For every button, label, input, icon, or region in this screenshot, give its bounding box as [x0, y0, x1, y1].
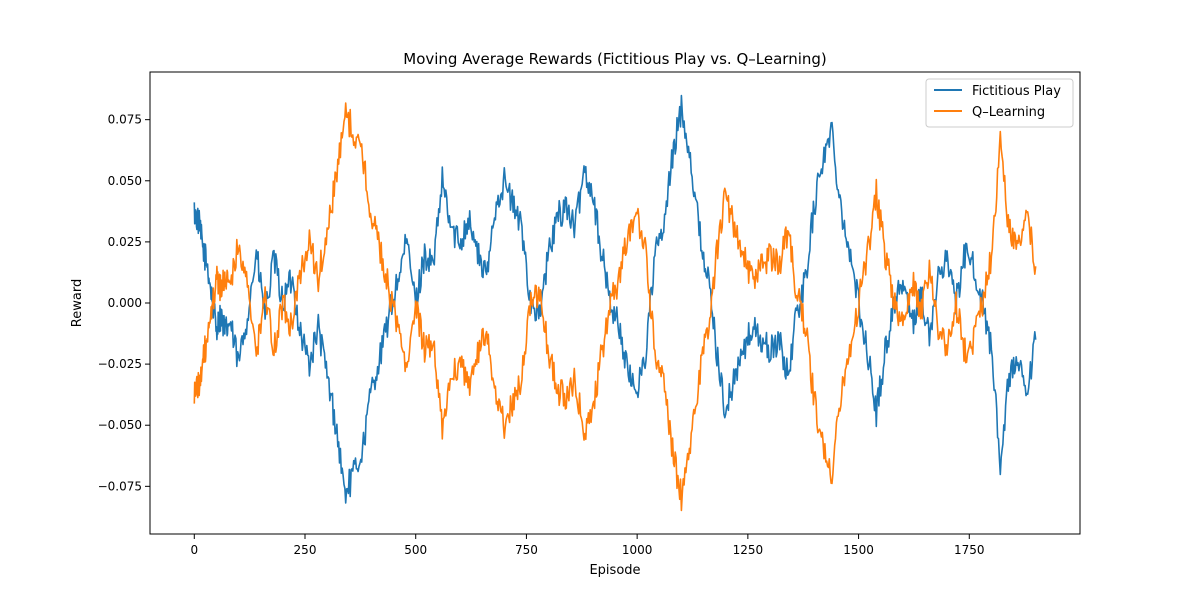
x-axis: 0 250 500 750 1000 1250 1500 1750: [190, 534, 985, 557]
y-tick-label: 0.075: [108, 113, 142, 127]
y-tick-label: −0.050: [98, 418, 142, 432]
x-tick-label: 1750: [954, 543, 985, 557]
legend-box: [925, 78, 1074, 128]
y-tick-label: 0.000: [108, 296, 142, 310]
legend: Fictitious Play Q–Learning: [925, 78, 1074, 128]
series-line-q-learning: [193, 102, 1037, 512]
x-tick-label: 750: [515, 543, 538, 557]
x-tick-label: 0: [190, 543, 198, 557]
series-layer: [193, 94, 1037, 512]
x-tick-label: 500: [404, 543, 427, 557]
x-axis-label: Episode: [589, 563, 640, 578]
y-tick-label: −0.025: [98, 357, 142, 371]
x-tick-label: 1500: [843, 543, 874, 557]
y-axis-label: Reward: [70, 279, 85, 327]
series-line-fictitious-play: [193, 94, 1037, 504]
y-tick-label: 0.050: [108, 174, 142, 188]
x-tick-label: 1000: [622, 543, 653, 557]
x-tick-label: 250: [294, 543, 317, 557]
y-tick-label: −0.075: [98, 479, 142, 493]
x-tick-label: 1250: [733, 543, 764, 557]
plot-area: [193, 94, 1037, 512]
y-tick-label: 0.025: [108, 235, 142, 249]
legend-label-q-learning: Q–Learning: [972, 105, 1045, 120]
y-axis: −0.075 −0.050 −0.025 0.000 0.025 0.050 0.075: [98, 113, 150, 493]
legend-label-fictitious-play: Fictitious Play: [972, 84, 1061, 99]
chart-title: Moving Average Rewards (Fictitious Play …: [403, 50, 827, 68]
